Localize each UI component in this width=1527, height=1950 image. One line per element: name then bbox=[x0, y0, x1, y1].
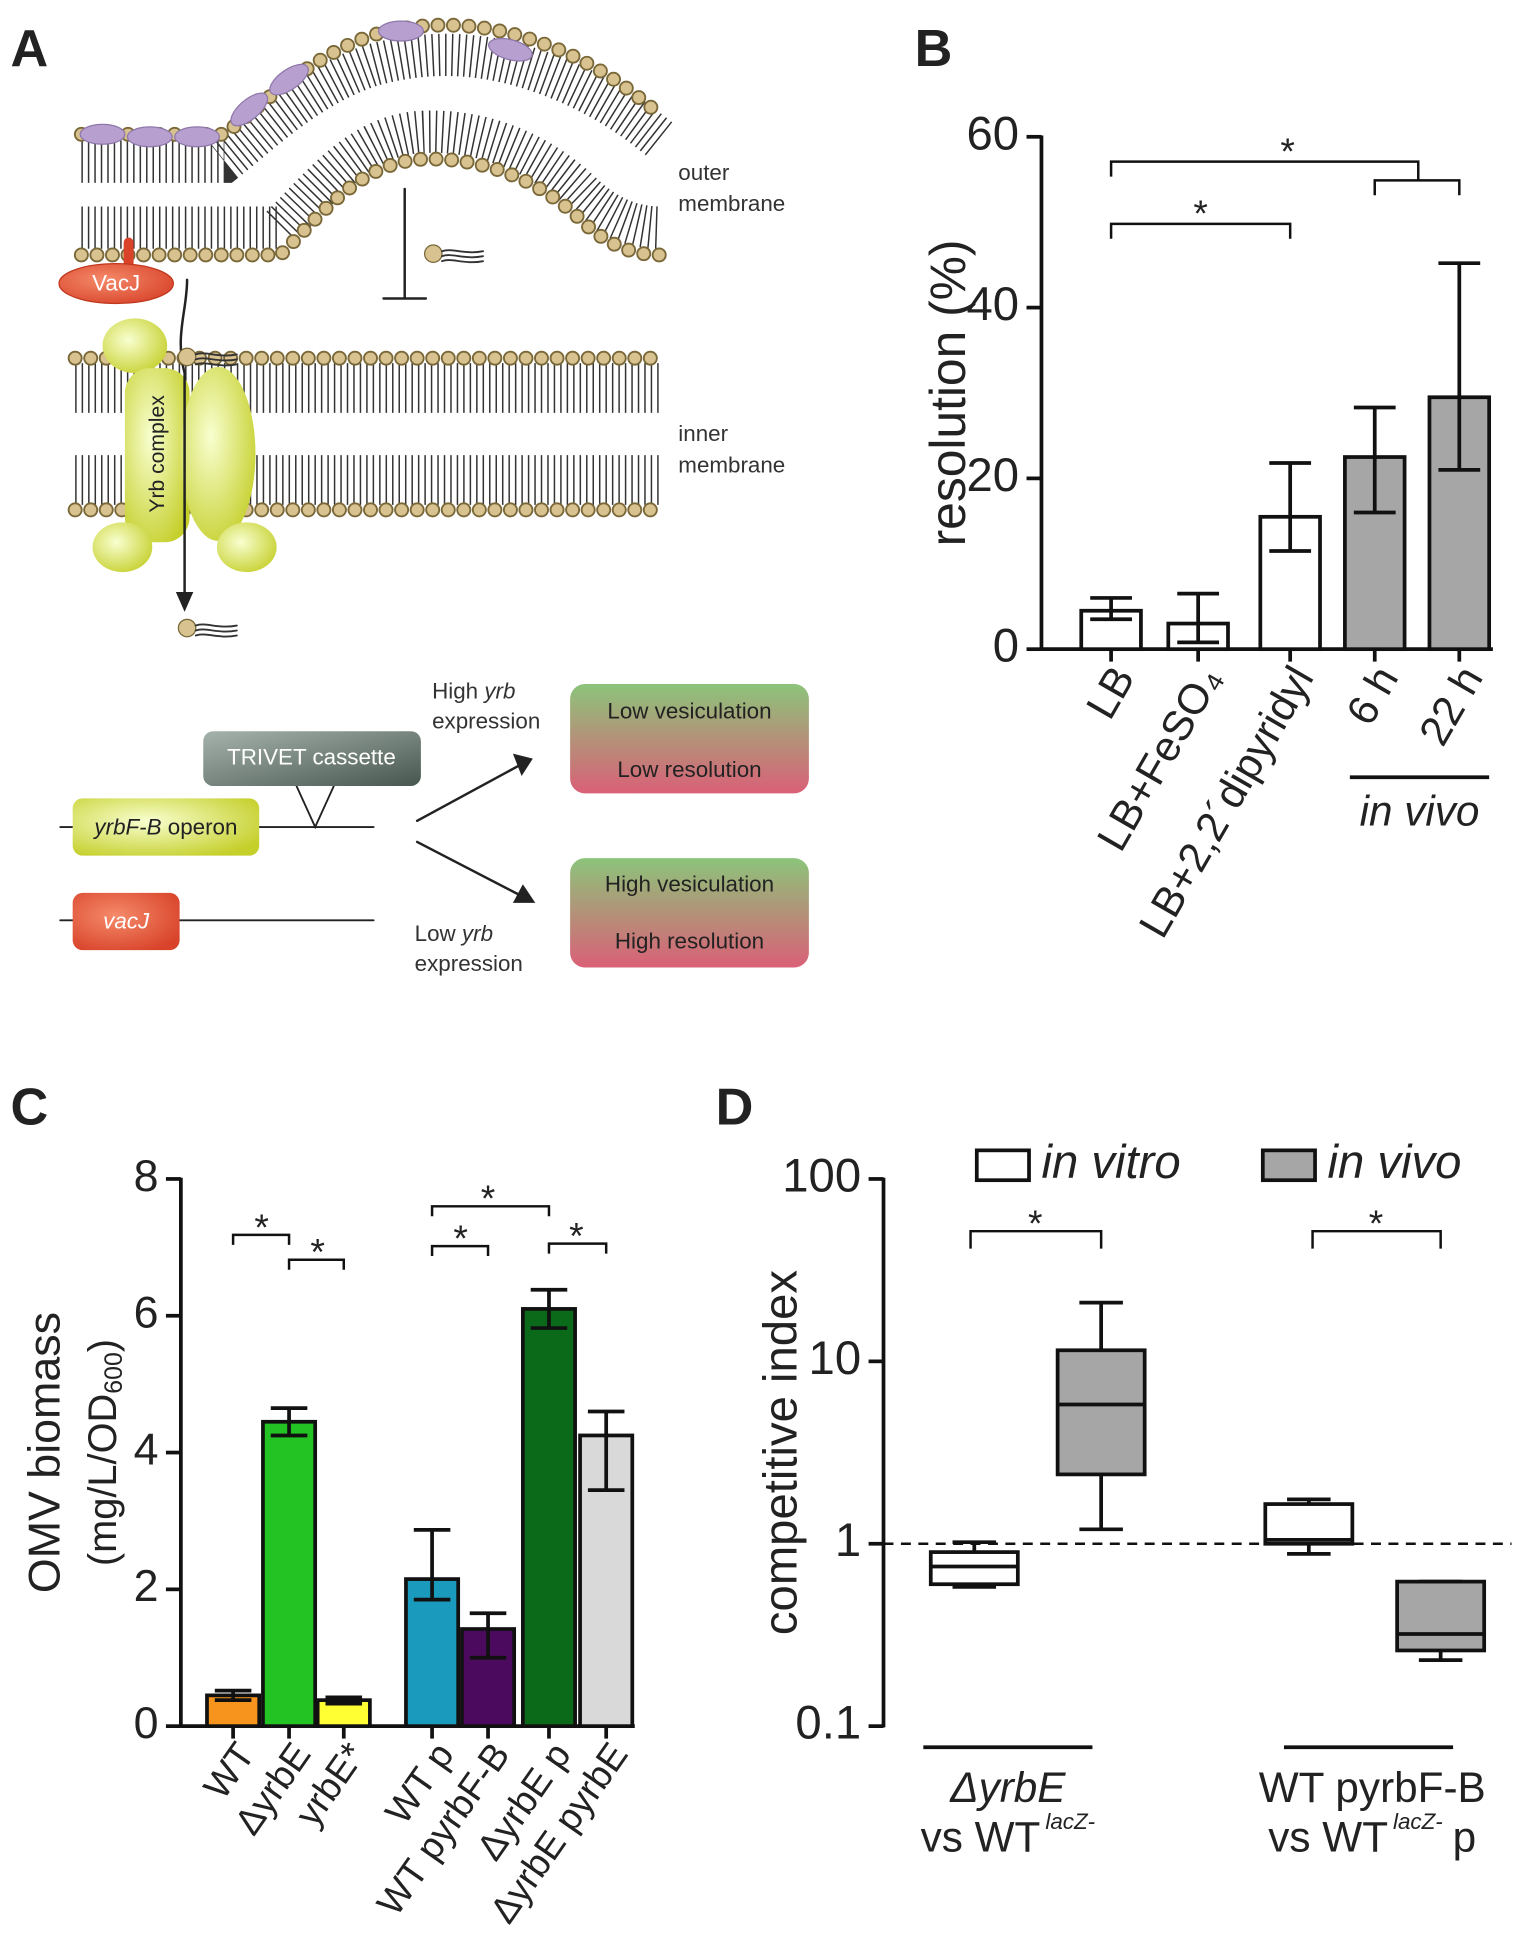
significance-bracket bbox=[430, 1205, 551, 1217]
significance-label: * bbox=[254, 1206, 269, 1248]
group-label: vs WT lacZ-p bbox=[1268, 1809, 1476, 1861]
significance-bracket bbox=[287, 1258, 346, 1270]
y-tick-label: 20 bbox=[967, 449, 1020, 502]
significance-label: * bbox=[1193, 192, 1208, 234]
text: 600 bbox=[100, 1352, 128, 1393]
significance-label: * bbox=[1369, 1202, 1384, 1244]
text: (mg/L/OD bbox=[81, 1394, 125, 1566]
y-tick-label: 100 bbox=[782, 1149, 861, 1202]
expression-label: Low yrb bbox=[415, 921, 493, 946]
significance-bracket bbox=[1373, 179, 1461, 196]
text: lacZ- bbox=[1045, 1809, 1095, 1834]
y-tick-label: 6 bbox=[134, 1288, 159, 1338]
x-tick-label: LB bbox=[1077, 658, 1144, 726]
outcome-label: High resolution bbox=[615, 929, 764, 954]
group-label: in vivo bbox=[1360, 788, 1480, 835]
text: lacZ- bbox=[1393, 1809, 1443, 1834]
legend-swatch bbox=[1260, 1148, 1317, 1183]
panel-label: D bbox=[716, 1078, 754, 1136]
significance-label: * bbox=[1028, 1202, 1043, 1244]
text: operon bbox=[168, 814, 238, 839]
expression-label: expression bbox=[415, 951, 523, 976]
significance-label: * bbox=[310, 1231, 325, 1273]
expression-label: High yrb bbox=[432, 679, 515, 704]
group-label: vs WT lacZ- bbox=[921, 1809, 1095, 1861]
significance-bracket bbox=[547, 1242, 608, 1254]
y-tick-label: 40 bbox=[967, 278, 1020, 331]
y-tick-label: 1 bbox=[835, 1514, 861, 1567]
significance-label: * bbox=[1280, 130, 1295, 172]
text: High bbox=[432, 679, 478, 704]
group-label: WT pyrbF-B bbox=[1259, 1764, 1486, 1811]
significance-bracket bbox=[969, 1229, 1103, 1249]
y-tick-label: 8 bbox=[134, 1151, 159, 1201]
text: ) bbox=[81, 1339, 125, 1352]
gene-label: vacJ bbox=[103, 909, 150, 934]
significance-bracket bbox=[1311, 1229, 1442, 1249]
y-axis-label: competitive index bbox=[755, 1270, 808, 1635]
complex-label: Yrb complex bbox=[146, 395, 169, 513]
y-tick-label: 0.1 bbox=[795, 1697, 861, 1750]
x-tick-label: 6 h bbox=[1337, 658, 1407, 732]
group-label: ΔyrbE bbox=[949, 1764, 1066, 1811]
panel-label: B bbox=[915, 20, 953, 78]
outcome-label: Low vesiculation bbox=[607, 699, 771, 724]
y-tick-label: 10 bbox=[809, 1332, 862, 1385]
box bbox=[1055, 1348, 1147, 1477]
y-tick-label: 4 bbox=[134, 1424, 159, 1474]
y-axis-label: resolution (%) bbox=[920, 240, 976, 547]
legend-label: in vitro bbox=[1041, 1136, 1180, 1189]
y-axis-label: OMV biomass bbox=[20, 1312, 70, 1593]
significance-label: * bbox=[569, 1215, 584, 1257]
operon-label: yrbF-B operon bbox=[92, 814, 237, 839]
expression-label: expression bbox=[432, 708, 540, 733]
y-tick-label: 60 bbox=[967, 107, 1020, 160]
membrane-label: membrane bbox=[678, 191, 785, 216]
membrane-label: outer bbox=[678, 160, 730, 185]
box bbox=[1395, 1579, 1487, 1653]
bar bbox=[520, 1307, 577, 1729]
cassette-label: TRIVET cassette bbox=[227, 745, 396, 770]
panel-label: C bbox=[10, 1078, 48, 1136]
legend-swatch bbox=[974, 1148, 1031, 1183]
text: p bbox=[1453, 1814, 1477, 1861]
bar bbox=[1258, 514, 1322, 652]
y-tick-label: 0 bbox=[993, 620, 1019, 673]
y-tick-label: 2 bbox=[134, 1561, 159, 1611]
text: yrb bbox=[460, 921, 493, 946]
significance-bracket bbox=[231, 1233, 291, 1245]
panel-label: A bbox=[10, 20, 48, 78]
membrane-diagram bbox=[58, 17, 809, 968]
y-tick-label: 0 bbox=[134, 1698, 159, 1748]
text: yrbF-B bbox=[92, 814, 161, 839]
significance-bracket bbox=[1109, 222, 1292, 239]
text: yrb bbox=[482, 679, 515, 704]
significance-bracket bbox=[1109, 160, 1420, 181]
y-axis-label: (mg/L/OD600) bbox=[81, 1339, 128, 1566]
bar bbox=[261, 1419, 318, 1729]
significance-label: * bbox=[481, 1177, 496, 1219]
legend-label: in vivo bbox=[1327, 1136, 1461, 1189]
membrane-label: inner bbox=[678, 421, 728, 446]
x-tick-label: 22 h bbox=[1410, 658, 1492, 753]
membrane-label: membrane bbox=[678, 452, 785, 477]
text: Low bbox=[415, 921, 457, 946]
protein-label: VacJ bbox=[92, 271, 140, 296]
outcome-label: High vesiculation bbox=[605, 871, 774, 896]
outcome-label: Low resolution bbox=[617, 757, 761, 782]
text: vs WT bbox=[921, 1814, 1041, 1861]
text: vs WT bbox=[1268, 1814, 1388, 1861]
box bbox=[1263, 1502, 1355, 1546]
significance-label: * bbox=[453, 1217, 468, 1259]
significance-bracket bbox=[430, 1244, 490, 1257]
